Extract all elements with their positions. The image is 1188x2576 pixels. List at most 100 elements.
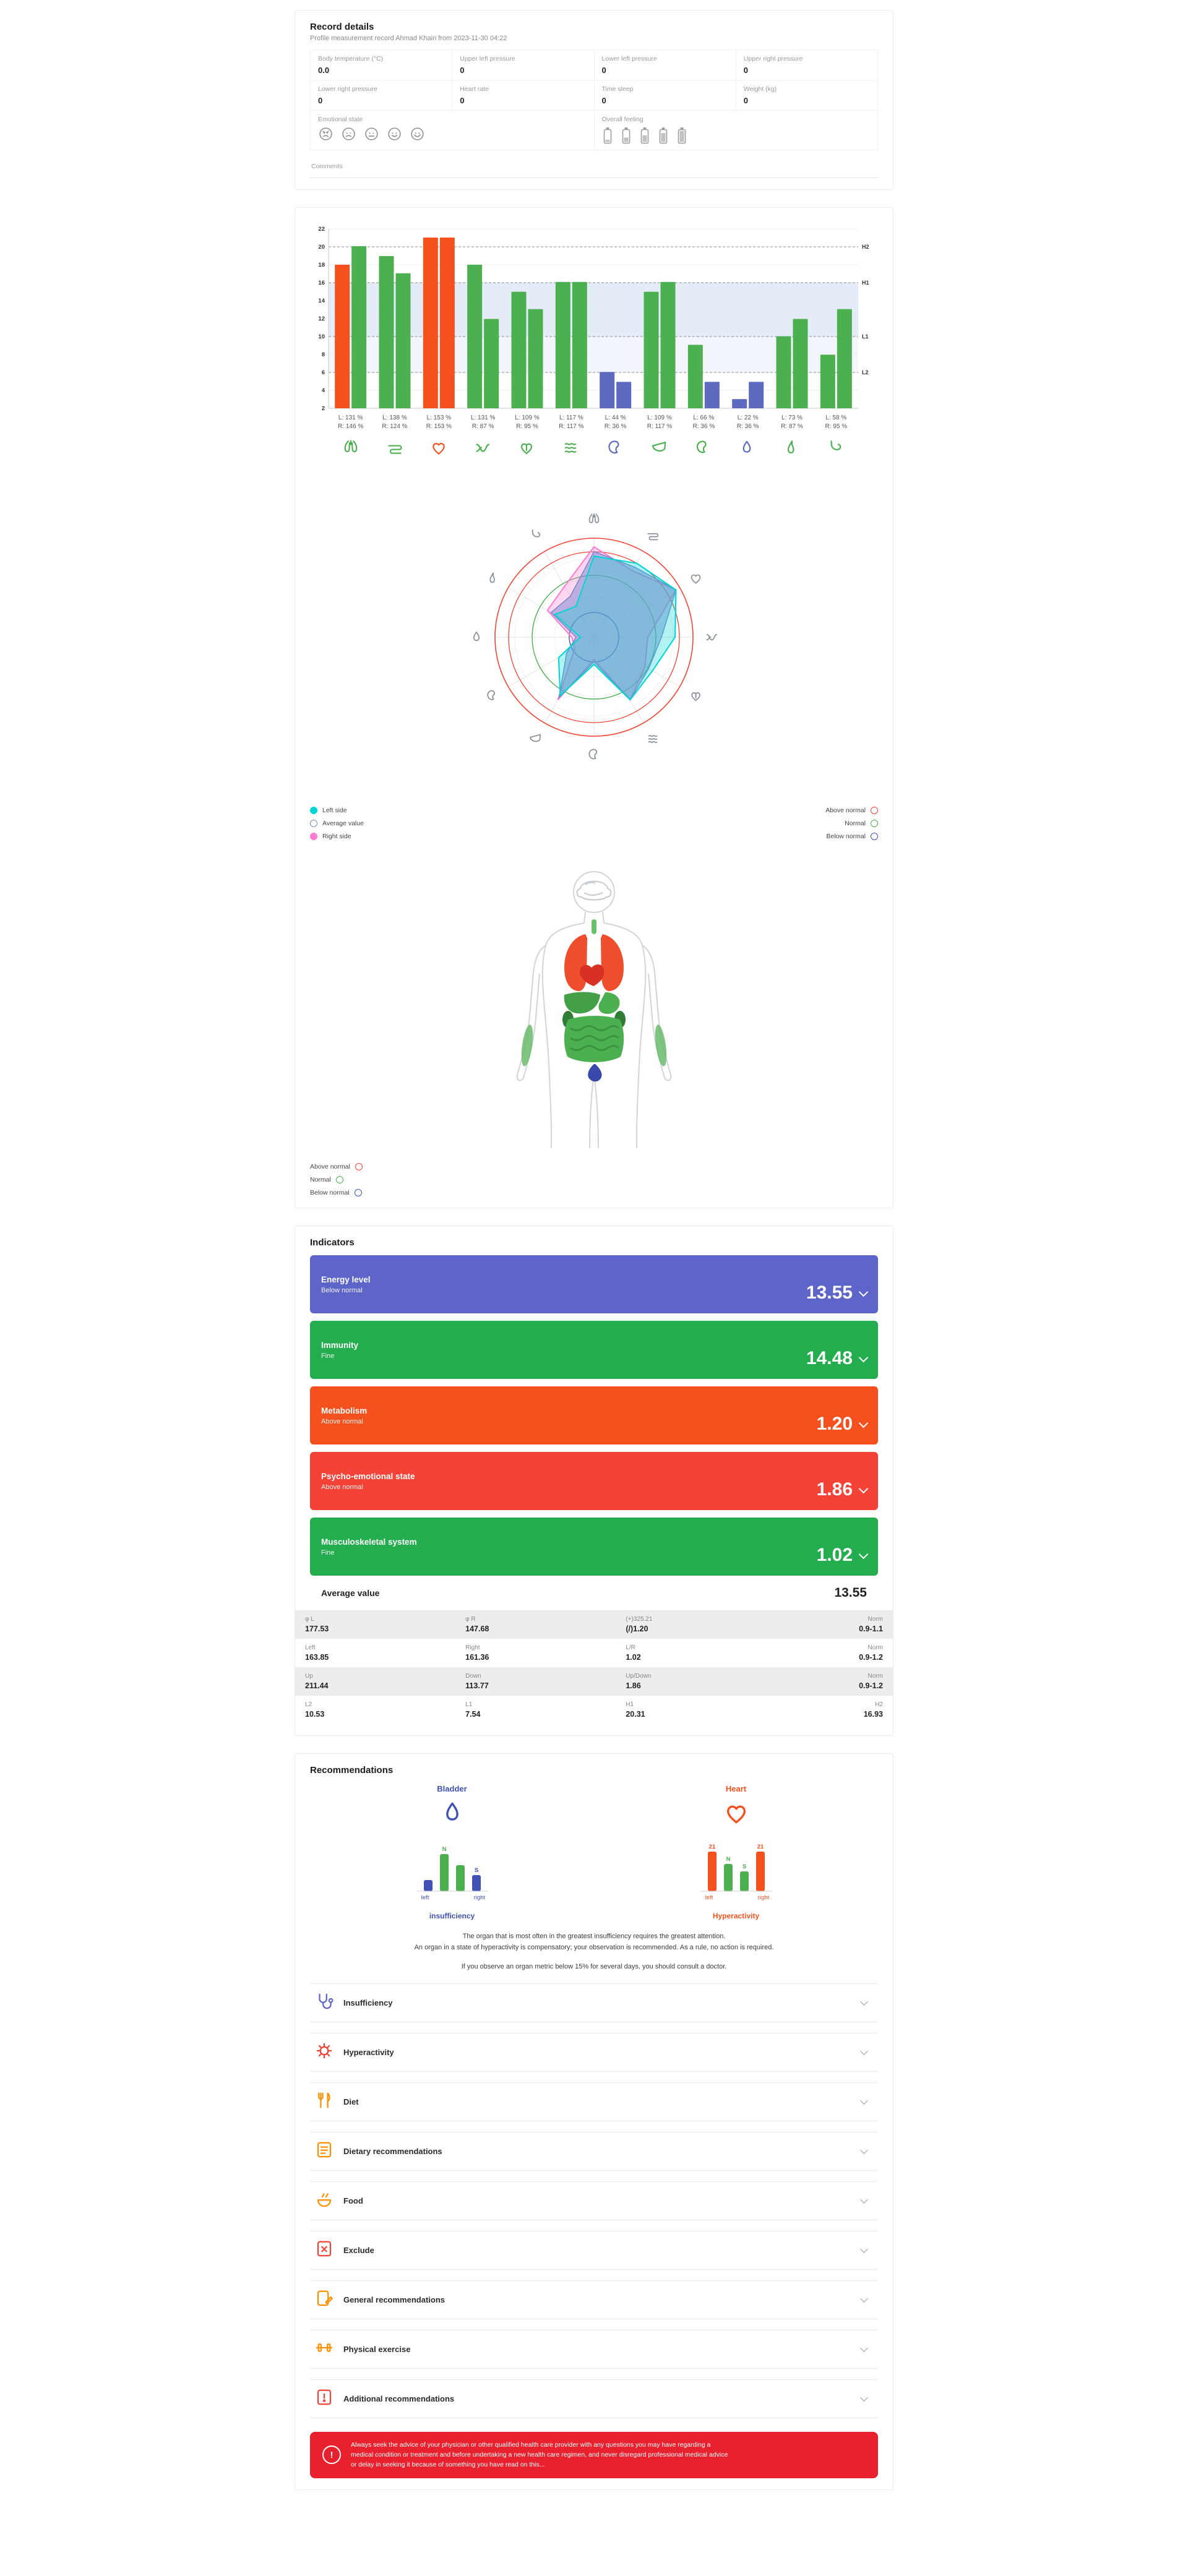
accordion-general-recommendations[interactable]: General recommendations (310, 2280, 878, 2319)
indicator-musculoskeletal-system[interactable]: Musculoskeletal system Fine 1.02 (310, 1518, 878, 1576)
svg-text:L: 153 %: L: 153 % (427, 414, 452, 421)
disclaimer-banner: ! Always seek the advice of your physici… (310, 2431, 878, 2478)
bar-right-bladder (749, 382, 764, 408)
battery-3-icon[interactable] (639, 126, 650, 145)
svg-text:H2: H2 (862, 244, 869, 250)
battery-5-icon[interactable] (676, 126, 687, 145)
bar-right-stomach (837, 309, 852, 408)
svg-text:left: left (705, 1894, 713, 1901)
accordion-insufficiency[interactable]: Insufficiency (310, 1983, 878, 2022)
legend-normal: Normal (825, 820, 878, 827)
svg-text:left: left (421, 1894, 429, 1901)
chevron-down-icon (860, 2195, 868, 2204)
bar-left-pericardium (511, 291, 527, 408)
grin-face-icon[interactable] (410, 126, 425, 142)
brain-shape (576, 880, 612, 901)
page: Record details Profile measurement recor… (295, 0, 893, 2526)
chevron-down-icon (860, 2096, 868, 2105)
legend-swatch (871, 820, 878, 827)
battery-4-icon[interactable] (658, 126, 669, 145)
bar-left-spleen (600, 372, 615, 408)
meridian-radar-chart (310, 476, 878, 798)
indicator-energy-level[interactable]: Energy level Below normal 13.55 (310, 1255, 878, 1313)
chevron-down-icon (860, 2244, 868, 2253)
chevron-down-icon (858, 1549, 869, 1559)
above-normal-ring (494, 538, 694, 737)
accordion-label: Hyperactivity (343, 2047, 394, 2057)
svg-text:21: 21 (708, 1844, 715, 1850)
indicator-immunity[interactable]: Immunity Fine 14.48 (310, 1321, 878, 1379)
accordion-physical-exercise[interactable]: Physical exercise (310, 2329, 878, 2369)
accordion-dietary-recommendations[interactable]: Dietary recommendations (310, 2131, 878, 2171)
bar-right-heart (439, 237, 455, 408)
liver-icon (652, 442, 666, 452)
accordion-hyperactivity[interactable]: Hyperactivity (310, 2032, 878, 2072)
food-icon (317, 2192, 332, 2207)
accordion-food[interactable]: Food (310, 2181, 878, 2220)
stat-h1: H1 20.31 (626, 1701, 645, 1719)
svg-text:R: 117 %: R: 117 % (559, 423, 583, 430)
stat-up-down: Up/Down 1.86 (626, 1673, 652, 1690)
field-time-sleep: Time sleep 0 (593, 80, 736, 110)
sad-face-icon[interactable] (341, 126, 356, 142)
smile-face-icon[interactable] (387, 126, 402, 142)
bar-left-lung (335, 264, 350, 408)
meridian-small-intestine (473, 439, 492, 460)
svg-text:R: 36 %: R: 36 % (693, 423, 715, 430)
neutral-face-icon[interactable] (364, 126, 379, 142)
document-edit-icon (317, 2290, 333, 2306)
accordion-exclude[interactable]: Exclude (310, 2230, 878, 2270)
accordion-diet[interactable]: Diet (310, 2082, 878, 2121)
indicator-metabolism[interactable]: Metabolism Above normal 1.20 (310, 1386, 878, 1445)
pericardium-icon (521, 443, 533, 454)
svg-text:18: 18 (318, 262, 325, 268)
recommendation-notes: The organ that is most often in the grea… (310, 1931, 878, 1973)
svg-text:N: N (726, 1856, 730, 1863)
pericardium-icon (691, 692, 700, 701)
small-intestine-icon (706, 633, 718, 641)
accordion-additional-recommendations[interactable]: Additional recommendations (310, 2379, 878, 2418)
battery-1-icon[interactable] (602, 126, 613, 145)
organ-heart: Heart 21 N S 21 left right Hyperactivity (594, 1784, 878, 1920)
record-fields-grid: Body temperature (°C) 0.0 Upper left press… (310, 49, 878, 150)
svg-text:21: 21 (757, 1844, 764, 1850)
accordion-label: Physical exercise (343, 2344, 411, 2354)
legend-above-normal: Above normal (310, 1163, 878, 1170)
bar-left-gallbladder (776, 336, 791, 408)
intestine-lines (570, 1025, 619, 1051)
legend-below-normal: Below normal (825, 833, 878, 840)
svg-text:14: 14 (318, 298, 325, 304)
legend-normal: Normal (310, 1176, 878, 1183)
indicator-psycho-emotional-state[interactable]: Psycho-emotional state Above normal 1.86 (310, 1452, 878, 1510)
svg-text:4: 4 (322, 387, 325, 394)
indicator-status: Below normal (321, 1286, 363, 1294)
stats-table: φ L 177.53 φ R 147.68 (+)325.21 (/)1.20 Norm 0.… (295, 1610, 893, 1724)
large-intestine-icon (388, 445, 402, 454)
battery-2-icon[interactable] (621, 126, 632, 145)
comments-field[interactable]: Comments (310, 159, 878, 178)
bar-right-lung (351, 246, 367, 408)
radar-legends: Left side Average value Right side Above n… (310, 807, 878, 840)
stats-row: Left 163.85 Right 161.36 L/R 1.02 Norm 0.9-1.2 (295, 1639, 893, 1667)
indicator-value: 1.86 (816, 1479, 853, 1500)
exercise-icon (316, 2343, 332, 2352)
svg-text:R: 87 %: R: 87 % (781, 423, 803, 430)
note-line: An organ in a state of hyperactivity is … (414, 1943, 774, 1951)
lung-icon (344, 440, 357, 452)
indicator-title: Energy level (321, 1274, 371, 1284)
spleen-icon (588, 749, 598, 760)
meridian-heart (429, 439, 448, 460)
svg-text:L: 131 %: L: 131 % (471, 414, 496, 421)
human-body-diagram (516, 871, 672, 1149)
angry-face-icon[interactable] (318, 126, 334, 142)
stat-l: φ L 177.53 (305, 1616, 329, 1633)
virus-icon (315, 2041, 334, 2063)
meridian-pericardium (517, 439, 536, 460)
svg-text:L: 138 %: L: 138 % (382, 414, 407, 421)
organ-title: Heart (725, 1784, 747, 1793)
svg-text:16: 16 (318, 280, 325, 286)
right-forearm-shape (521, 1024, 533, 1067)
food-icon (315, 2190, 334, 2212)
